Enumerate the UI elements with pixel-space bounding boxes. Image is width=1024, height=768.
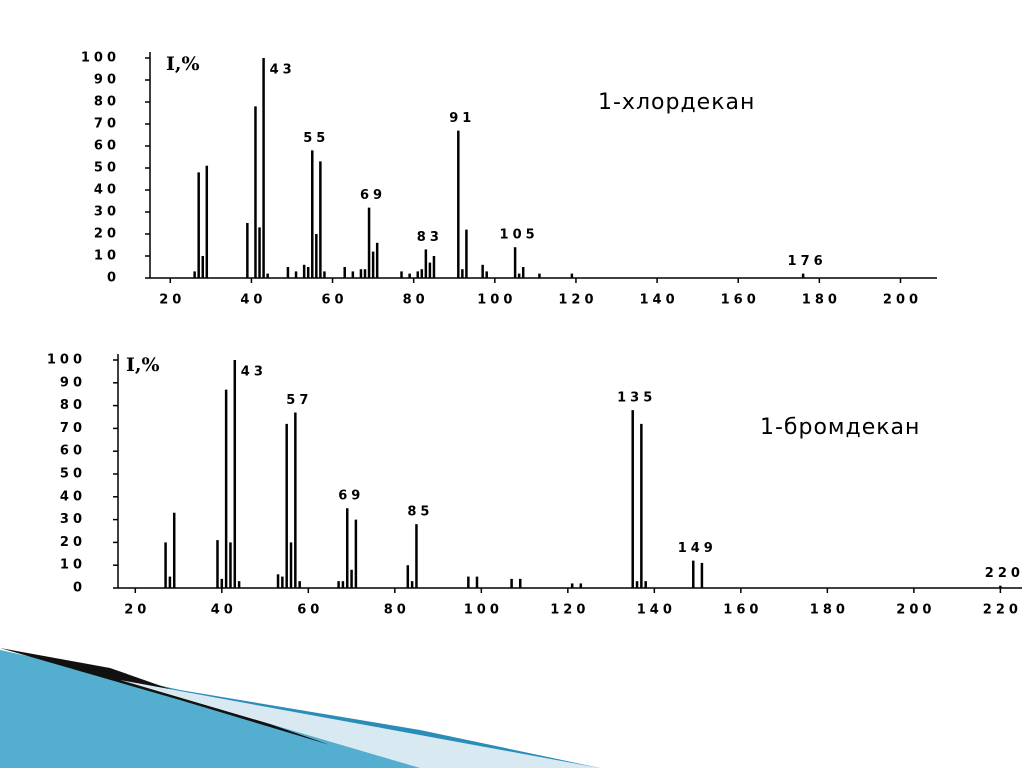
peak-label: 135: [617, 391, 656, 406]
x-tick-label: 40: [211, 603, 237, 618]
y-tick-label: 40: [94, 183, 120, 198]
y-tick-label: 90: [94, 73, 120, 88]
x-tick-label: 20: [159, 293, 185, 308]
y-tick-label: 50: [60, 467, 86, 482]
x-tick-label: 120: [558, 293, 597, 308]
chart-title: 1-бромдекан: [760, 415, 920, 440]
y-tick-label: 80: [60, 398, 86, 413]
x-tick-label: 140: [640, 293, 679, 308]
y-tick-label: 40: [60, 489, 86, 504]
y-tick-label: 10: [94, 249, 120, 264]
x-tick-label: 20: [124, 603, 150, 618]
swoosh-light: [120, 680, 600, 768]
peak-label: 83: [417, 230, 443, 245]
y-tick-label: 80: [94, 95, 120, 110]
x-tick-label: 200: [896, 603, 935, 618]
y-tick-label: 100: [81, 51, 120, 66]
y-tick-label: 60: [94, 139, 120, 154]
peak-label: 105: [500, 228, 539, 243]
y-tick-label: 70: [94, 117, 120, 132]
x-tick-label: 60: [297, 603, 323, 618]
peak-label: 57: [286, 393, 312, 408]
peak-label: 43: [270, 63, 296, 78]
y-tick-label: 90: [60, 375, 86, 390]
x-tick-label: 100: [477, 293, 516, 308]
y-axis-label: I,%: [166, 53, 200, 75]
x-tick-label: 80: [403, 293, 429, 308]
x-tick-label: 200: [883, 293, 922, 308]
x-tick-label: 220: [983, 603, 1022, 618]
chart-title: 1-хлордекан: [598, 90, 755, 115]
decoration: [0, 648, 600, 768]
y-tick-label: 50: [94, 161, 120, 176]
x-tick-label: 160: [721, 293, 760, 308]
peak-label: 43: [241, 365, 267, 380]
y-tick-label: 10: [60, 558, 86, 573]
y-tick-label: 20: [60, 535, 86, 550]
x-tick-label: 40: [240, 293, 266, 308]
peak-label: 55: [303, 131, 329, 146]
x-tick-label: 80: [384, 603, 410, 618]
x-tick-label: 180: [810, 603, 849, 618]
x-tick-label: 120: [550, 603, 589, 618]
peak-label: 91: [449, 111, 475, 126]
peak-label: 69: [360, 188, 386, 203]
y-tick-label: 30: [60, 512, 86, 527]
y-tick-label: 60: [60, 444, 86, 459]
peak-label: 85: [407, 505, 433, 520]
peak-label: 69: [338, 489, 364, 504]
peak-label: 149: [678, 541, 717, 556]
x-tick-label: 140: [637, 603, 676, 618]
x-tick-label: 60: [322, 293, 348, 308]
peak-label: 176: [788, 254, 827, 269]
y-tick-label: 0: [73, 581, 86, 596]
x-tick-label: 100: [464, 603, 503, 618]
y-tick-label: 30: [94, 205, 120, 220]
peak-label: 220: [985, 566, 1024, 581]
y-axis-label: I,%: [126, 354, 160, 376]
y-tick-label: 20: [94, 227, 120, 242]
y-tick-label: 0: [107, 271, 120, 286]
x-tick-label: 180: [802, 293, 841, 308]
x-tick-label: 160: [723, 603, 762, 618]
y-tick-label: 70: [60, 421, 86, 436]
y-tick-label: 100: [47, 353, 86, 368]
